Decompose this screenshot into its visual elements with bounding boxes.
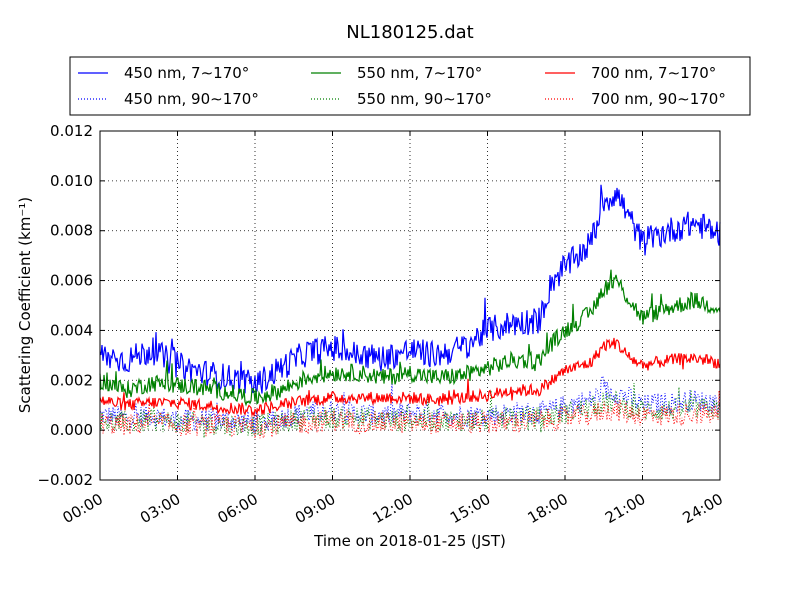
legend-label: 700 nm, 7∼170°	[591, 64, 716, 82]
grid-lines	[100, 131, 720, 480]
chart-title: NL180125.dat	[346, 22, 473, 43]
x-axis-label: Time on 2018-01-25 (JST)	[313, 532, 506, 550]
y-tick-label: 0.002	[50, 371, 93, 389]
y-tick-label: 0.006	[50, 272, 93, 290]
series-line	[99, 337, 721, 418]
y-axis-label: Scattering Coefficient (km⁻¹)	[16, 197, 34, 413]
legend-label: 550 nm, 7∼170°	[357, 64, 482, 82]
y-tick-label: 0.008	[50, 222, 93, 240]
y-tick-label: 0.012	[50, 122, 93, 140]
legend-box	[69, 56, 751, 116]
series-layer	[99, 184, 721, 440]
series-line	[99, 375, 721, 434]
legend-label: 700 nm, 90∼170°	[591, 90, 726, 108]
y-tick-label: 0.000	[50, 421, 93, 439]
y-axis: −0.002 0.000 0.002 0.004 0.006 0.008 0.010 0.01…	[37, 122, 720, 489]
y-tick-label: 0.004	[50, 321, 93, 339]
legend-label: 450 nm, 90∼170°	[124, 90, 259, 108]
y-tick-label: 0.010	[50, 172, 93, 190]
y-tick-label: −0.002	[37, 471, 93, 489]
series-line	[99, 184, 721, 394]
legend-label: 550 nm, 90∼170°	[357, 90, 492, 108]
legend-label: 450 nm, 7∼170°	[124, 64, 249, 82]
series-line	[99, 382, 721, 438]
series-line	[99, 269, 721, 407]
legend: 450 nm, 7∼170° 450 nm, 90∼170° 550 nm, 7∼1…	[69, 56, 751, 116]
